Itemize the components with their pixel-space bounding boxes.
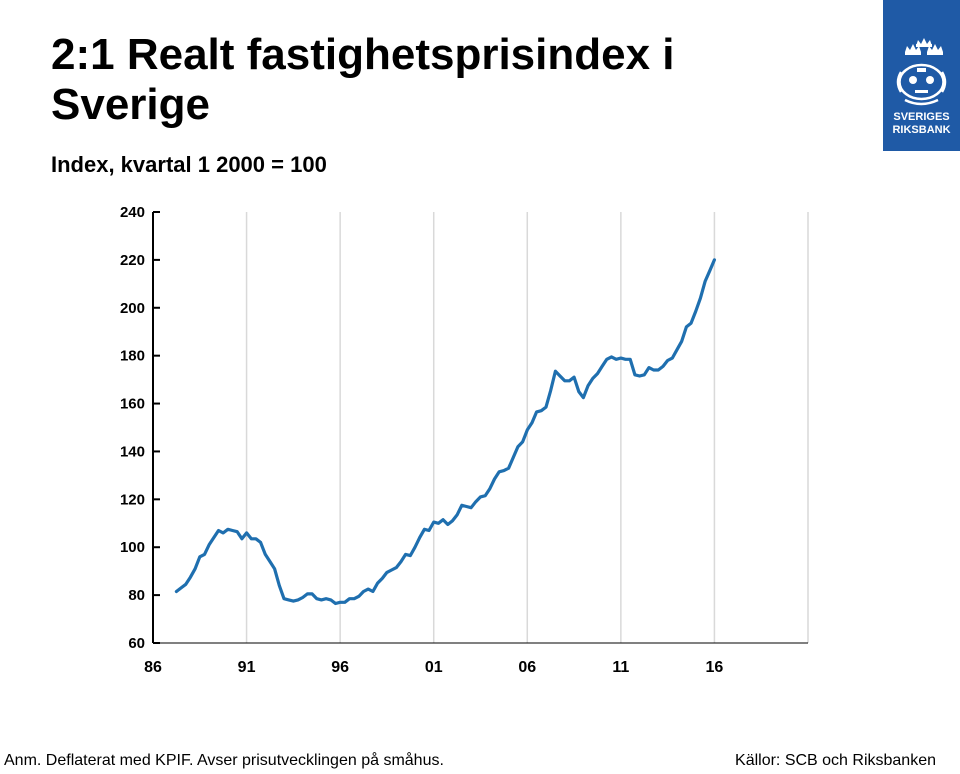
y-tick-label: 200 <box>120 300 145 317</box>
footnote: Anm. Deflaterat med KPIF. Avser prisutve… <box>4 752 444 769</box>
x-tick-label: 06 <box>518 659 536 676</box>
logo-text-line1: SVERIGES <box>893 111 950 123</box>
x-axis: 86 91 96 01 06 11 16 <box>144 642 808 676</box>
x-tick-label: 86 <box>144 659 162 676</box>
y-tick-label: 180 <box>120 348 145 365</box>
x-tick-label: 01 <box>425 659 443 676</box>
chart-title: 2:1 Realt fastighetsprisindex i Sverige <box>51 30 675 129</box>
series-line <box>174 258 716 606</box>
y-tick-label: 240 <box>120 204 145 221</box>
line-chart: 60 80 100 120 140 160 180 200 220 240 86 91 96 01 06 1… <box>120 204 809 676</box>
y-axis: 60 80 100 120 140 160 180 200 220 240 <box>120 204 160 652</box>
riksbank-logo: SVERIGES RIKSBANK <box>883 0 960 151</box>
y-tick-label: 80 <box>128 587 145 604</box>
x-tick-label: 11 <box>612 659 629 676</box>
y-tick-label: 100 <box>120 539 145 556</box>
chart-subtitle: Index, kvartal 1 2000 = 100 <box>51 152 327 177</box>
series-layer <box>174 258 716 606</box>
y-tick-label: 140 <box>120 443 145 460</box>
x-tick-label: 96 <box>331 659 349 676</box>
y-tick-label: 160 <box>120 396 145 413</box>
x-tick-label: 91 <box>238 659 256 676</box>
y-tick-label: 120 <box>120 491 145 508</box>
x-tick-label: 16 <box>706 659 724 676</box>
logo-text-line2: RIKSBANK <box>892 124 951 136</box>
y-tick-label: 60 <box>128 635 145 652</box>
y-tick-label: 220 <box>120 252 145 269</box>
grid <box>152 212 809 643</box>
source-note: Källor: SCB och Riksbanken <box>735 752 936 769</box>
riksbank-emblem-icon <box>896 38 947 106</box>
